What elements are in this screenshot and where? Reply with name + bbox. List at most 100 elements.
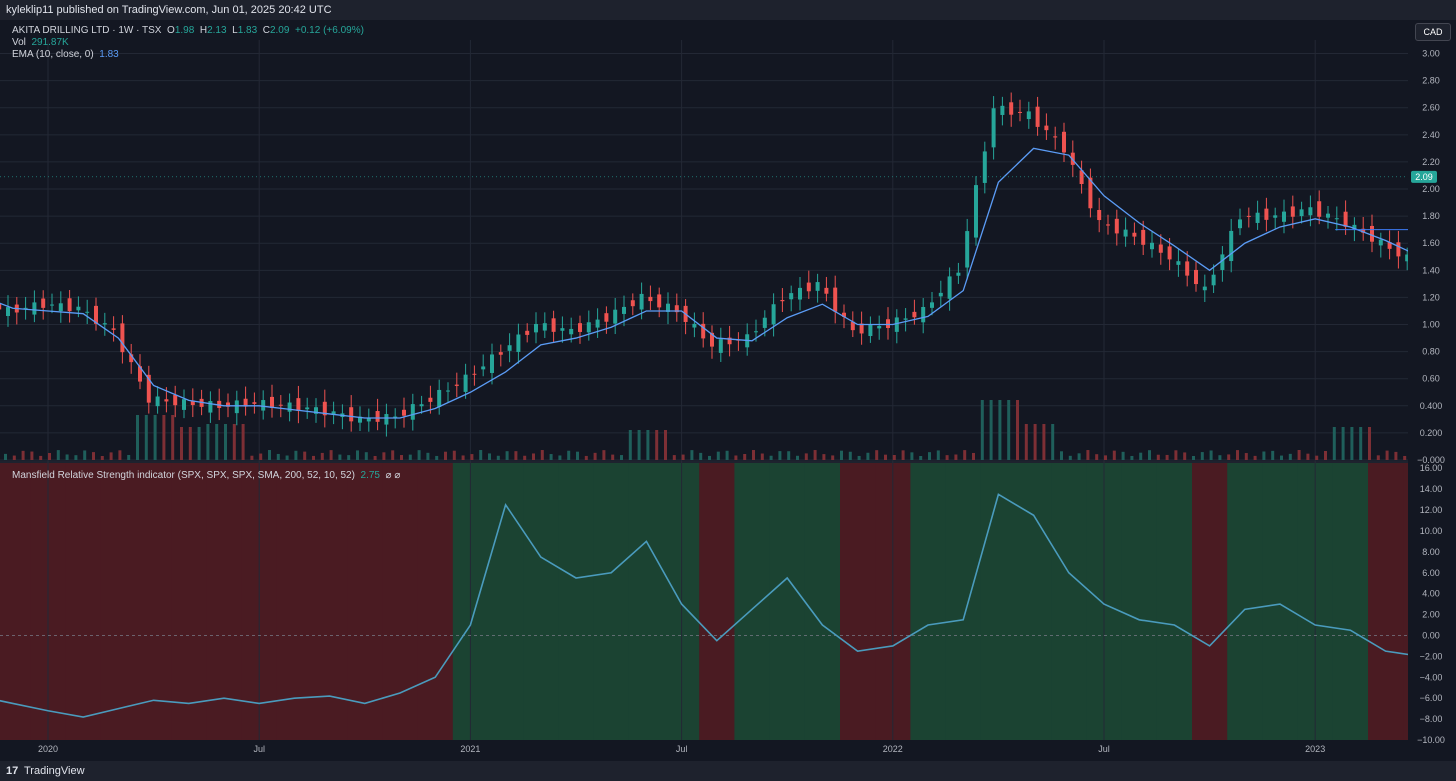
candle-body xyxy=(1264,208,1269,220)
currency-button[interactable]: CAD xyxy=(1415,23,1451,41)
volume-bar xyxy=(549,454,553,460)
legend-symbol: AKITA DRILLING LTD · 1W · TSX xyxy=(12,25,162,36)
volume-bar xyxy=(444,451,447,460)
candle-body xyxy=(252,402,257,404)
volume-bar xyxy=(910,452,914,460)
candle-body xyxy=(613,309,618,324)
volume-bar xyxy=(65,454,69,460)
rs-shade-band xyxy=(734,463,771,740)
volume-bar xyxy=(532,453,535,460)
volume-bar xyxy=(364,452,368,460)
rs-shade-band xyxy=(171,463,207,740)
rs-shade-band xyxy=(347,463,383,740)
volume-bar xyxy=(39,455,43,460)
candle-body xyxy=(1273,215,1278,218)
indicator-label: Mansfield Relative Strength indicator (S… xyxy=(12,470,355,481)
candle-body xyxy=(657,294,662,308)
volume-bar xyxy=(848,451,852,460)
volume-bar xyxy=(1165,454,1169,460)
rs-shade-band xyxy=(136,463,172,740)
candle-body xyxy=(1026,111,1031,120)
candle-body xyxy=(815,282,820,291)
indicator-value: 2.75 xyxy=(360,470,380,481)
volume-bar xyxy=(602,450,606,460)
candle-body xyxy=(824,287,829,294)
candle-body xyxy=(1343,211,1348,227)
volume-bar xyxy=(628,430,632,460)
candle-body xyxy=(85,311,90,313)
volume-bar xyxy=(919,455,923,460)
volume-bar xyxy=(162,415,166,460)
volume-bar xyxy=(1227,454,1231,460)
legend-l-label: L xyxy=(232,25,238,36)
volume-bar xyxy=(12,455,16,460)
volume-bar xyxy=(215,424,219,460)
volume-bar xyxy=(672,455,676,460)
volume-bar xyxy=(681,454,685,460)
candle-body xyxy=(402,409,406,416)
candle-body xyxy=(463,374,468,392)
volume-bar xyxy=(1394,451,1398,460)
candle-body xyxy=(1053,136,1058,138)
volume-bar xyxy=(488,453,491,460)
candle-body xyxy=(1088,177,1093,209)
rs-shade-band xyxy=(1227,463,1263,740)
volume-bar xyxy=(250,455,254,460)
volume-bar xyxy=(972,452,975,460)
time-axis-label: 2023 xyxy=(1305,744,1325,754)
volume-bar xyxy=(734,455,738,460)
candle-body xyxy=(120,323,125,353)
volume-bar xyxy=(1024,424,1028,460)
volume-bar xyxy=(452,450,456,460)
indicator-axis-label: 4.00 xyxy=(1422,589,1440,599)
volume-bar xyxy=(1156,454,1160,460)
rs-shade-band xyxy=(312,463,348,740)
volume-bar xyxy=(1068,455,1072,460)
candle-body xyxy=(956,272,961,276)
candle-body xyxy=(604,313,609,322)
price-axis-label: 1.00 xyxy=(1422,320,1440,330)
volume-bar xyxy=(180,427,183,460)
volume-bar xyxy=(1183,452,1187,460)
indicator-axis-label: 10.00 xyxy=(1420,526,1443,536)
price-chart[interactable]: EEEEEEEEEEE⚡3.002.802.602.402.202.001.80… xyxy=(0,20,1456,761)
volume-bar xyxy=(998,400,1002,460)
volume-bar xyxy=(892,454,896,460)
candle-body xyxy=(270,396,274,408)
volume-bar xyxy=(329,450,333,460)
volume-bar xyxy=(699,452,703,460)
volume-bar xyxy=(1130,455,1134,460)
price-axis-label: 1.60 xyxy=(1422,238,1440,248)
volume-bar xyxy=(1104,455,1107,460)
candle-body xyxy=(1185,261,1190,276)
volume-bar xyxy=(1253,455,1257,460)
indicator-symbols: ⌀ ⌀ xyxy=(385,470,401,481)
volume-bar xyxy=(1218,455,1222,460)
candle-body xyxy=(1405,254,1410,262)
candle-body xyxy=(1211,274,1216,286)
candle-body xyxy=(1378,239,1383,246)
candle-body xyxy=(32,302,37,315)
candle-body xyxy=(842,312,846,317)
candle-body xyxy=(789,293,794,300)
price-axis-label: 2.60 xyxy=(1422,103,1440,113)
volume-bar xyxy=(708,455,711,460)
candle-body xyxy=(1387,242,1392,249)
candle-body xyxy=(886,319,890,329)
indicator-axis-label: 16.00 xyxy=(1420,463,1443,473)
last-price-tag-label: 2.09 xyxy=(1415,172,1433,182)
candle-body xyxy=(67,298,72,312)
volume-bar xyxy=(294,450,298,460)
rs-shade-band xyxy=(980,463,1017,740)
volume-bar xyxy=(417,450,421,460)
candle-body xyxy=(1220,254,1225,270)
candle-body xyxy=(1114,218,1119,234)
candle-body xyxy=(1194,269,1198,285)
volume-bar xyxy=(241,424,245,460)
candle-body xyxy=(234,400,239,414)
volume-bar xyxy=(118,450,122,460)
candle-body xyxy=(674,305,679,313)
candle-body xyxy=(1290,206,1295,217)
volume-bar xyxy=(382,452,386,460)
candle-body xyxy=(129,354,134,363)
